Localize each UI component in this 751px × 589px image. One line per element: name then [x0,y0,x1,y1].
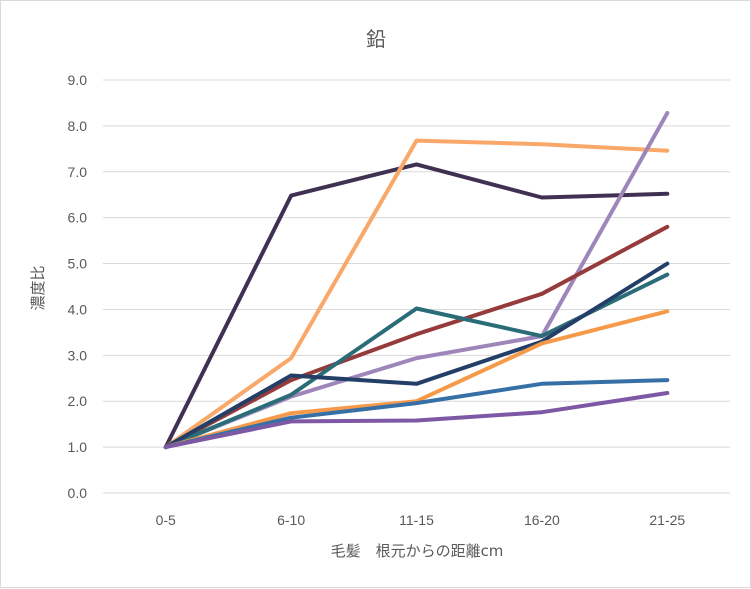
y-axis-ticks: 0.0 1.0 2.0 3.0 4.0 5.0 6.0 7.0 8.0 9.0 [68,72,88,501]
x-axis-label: 毛髪 根元からの距離cm [331,542,504,560]
series-line-8 [163,378,670,450]
y-tick-label: 7.0 [68,164,88,180]
y-tick-label: 2.0 [68,393,88,409]
series-line-2 [163,138,670,450]
y-tick-label: 1.0 [68,439,88,455]
y-tick-label: 0.0 [68,485,88,501]
chart-title: 鉛 [366,27,386,51]
series-line-1 [163,162,670,450]
y-tick-label: 3.0 [68,347,88,363]
x-tick-label: 16-20 [524,512,560,528]
series-line-4 [163,224,670,450]
y-tick-label: 9.0 [68,72,88,88]
y-axis-label: 濃度比 [29,265,47,310]
series-line-9 [163,391,670,450]
y-tick-label: 4.0 [68,301,88,317]
x-tick-label: 6-10 [277,512,305,528]
y-tick-label: 5.0 [68,256,88,272]
x-tick-label: 0-5 [156,512,176,528]
series-line-7 [163,309,670,450]
series-line-6 [163,261,670,450]
y-tick-label: 8.0 [68,118,88,134]
x-axis-ticks: 0-5 6-10 11-15 16-20 21-25 [156,512,686,528]
series-lines [163,111,670,450]
x-tick-label: 11-15 [399,512,434,528]
x-tick-label: 21-25 [649,512,685,528]
y-tick-label: 6.0 [68,210,88,226]
